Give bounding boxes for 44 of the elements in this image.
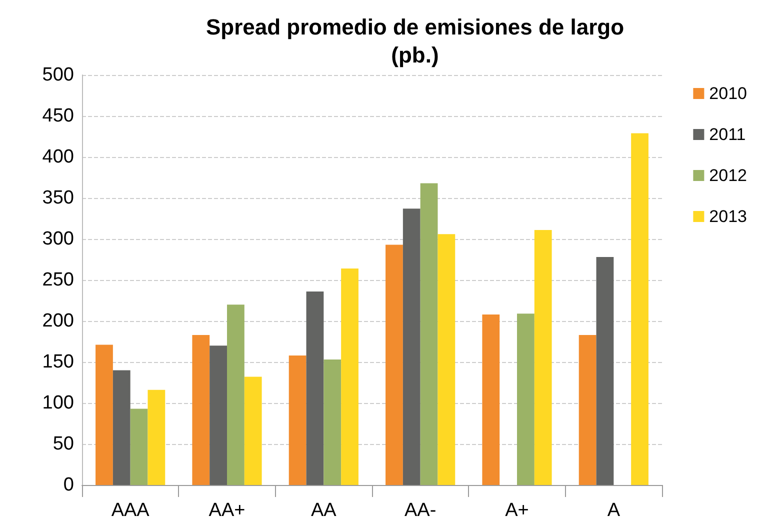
bar — [438, 234, 456, 485]
legend-label: 2013 — [709, 207, 748, 226]
y-tick-label: 300 — [42, 228, 74, 250]
y-tick-label: 100 — [42, 392, 74, 414]
bar — [324, 360, 342, 485]
bar — [227, 304, 244, 485]
x-tick-label: AA — [310, 500, 337, 521]
bar — [148, 390, 166, 485]
bar — [517, 314, 534, 485]
x-tick-label: A — [607, 500, 620, 521]
bar — [534, 230, 552, 485]
y-tick-label: 250 — [42, 270, 74, 290]
chart-title: Spread promedio de emisiones de largo (pb.) — [206, 14, 624, 68]
bar — [288, 355, 306, 485]
y-tick-label: 400 — [42, 146, 74, 168]
x-tick-label: A+ — [505, 500, 529, 521]
bar — [631, 133, 648, 485]
x-tick-label: AAA — [111, 500, 150, 521]
x-tick-label: AA- — [404, 500, 436, 521]
y-tick-label: 350 — [42, 188, 74, 208]
bar — [386, 244, 403, 485]
bar — [420, 183, 438, 485]
bar — [244, 376, 262, 485]
legend-label: 2012 — [709, 166, 748, 185]
y-tick-label: 500 — [42, 64, 74, 86]
bar — [192, 334, 210, 485]
y-tick-label: 450 — [42, 106, 74, 126]
y-tick-label: 150 — [42, 352, 74, 372]
bar — [112, 370, 130, 485]
legend-label: 2011 — [709, 125, 746, 144]
y-tick-label: 50 — [52, 434, 74, 454]
bar — [306, 291, 324, 485]
bar — [96, 344, 113, 485]
y-tick-label: 0 — [63, 474, 74, 496]
bar — [578, 334, 596, 485]
legend-label: 2010 — [709, 84, 748, 103]
y-tick-label: 200 — [42, 310, 74, 332]
bar — [130, 408, 148, 485]
x-tick-label: AA+ — [208, 500, 246, 521]
bar — [341, 268, 358, 485]
bar — [210, 346, 227, 485]
bar — [596, 257, 614, 485]
bar — [482, 314, 500, 485]
bar — [402, 208, 420, 485]
